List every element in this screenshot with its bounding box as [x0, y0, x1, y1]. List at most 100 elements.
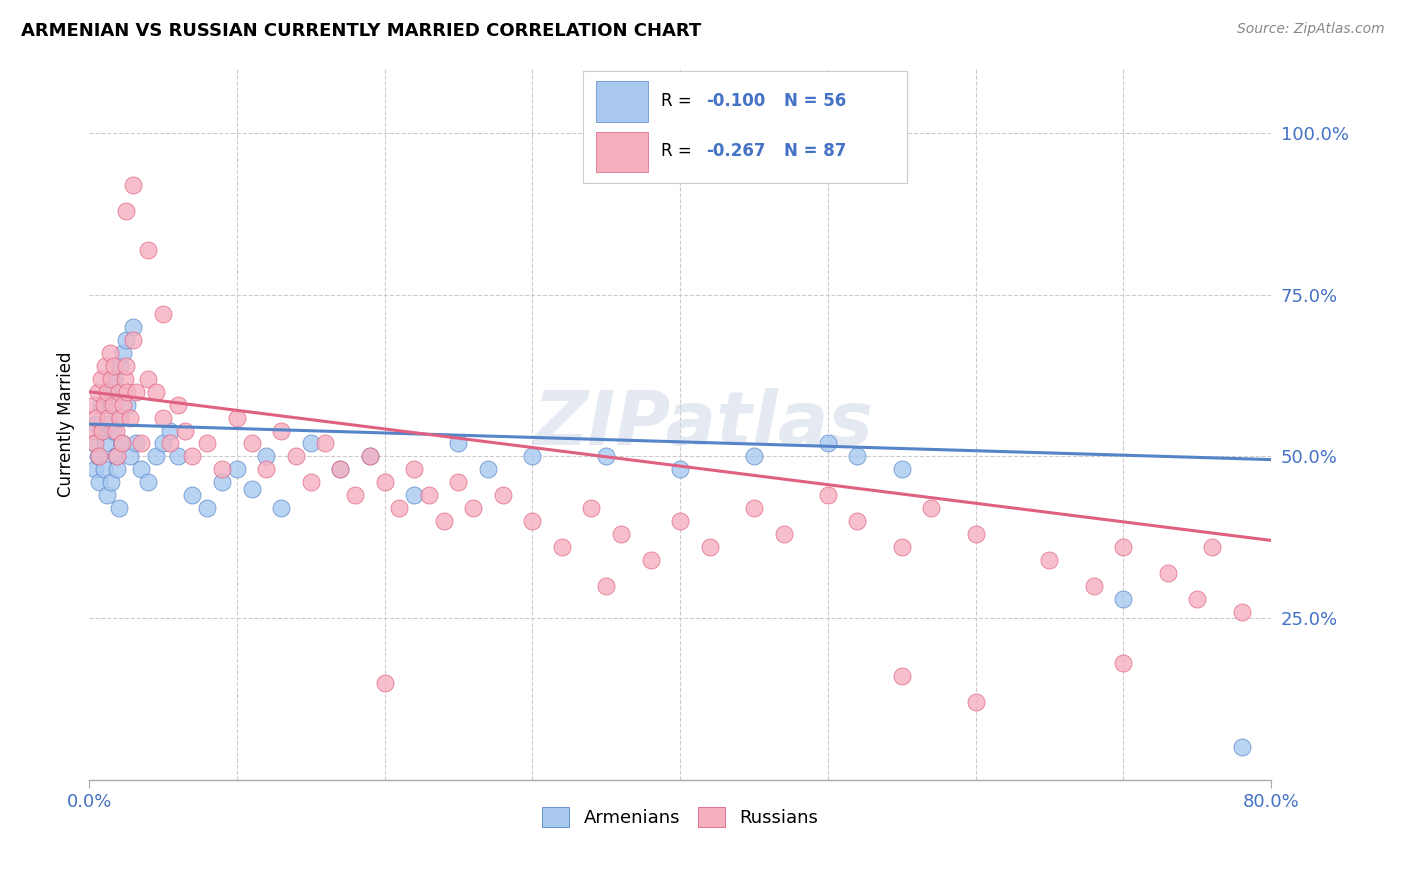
Russians	[329, 462, 352, 476]
Armenians	[522, 450, 544, 464]
Russians	[174, 424, 197, 438]
Russians	[551, 540, 574, 554]
Russians	[374, 675, 396, 690]
Russians	[254, 462, 277, 476]
Armenians	[447, 436, 470, 450]
Bar	[596, 81, 648, 121]
Armenians	[1230, 740, 1253, 755]
Russians	[299, 475, 322, 490]
Text: R =: R =	[661, 142, 697, 160]
Russians	[270, 424, 292, 438]
Text: -0.267: -0.267	[706, 142, 766, 160]
Armenians	[477, 462, 499, 476]
Text: Source: ZipAtlas.com: Source: ZipAtlas.com	[1237, 22, 1385, 37]
Armenians	[404, 488, 426, 502]
Armenians	[195, 501, 218, 516]
Armenians	[240, 482, 263, 496]
Russians	[122, 333, 145, 347]
Russians	[433, 514, 456, 528]
Armenians	[129, 462, 152, 476]
Armenians	[136, 475, 159, 490]
Russians	[640, 553, 662, 567]
Russians	[492, 488, 515, 502]
Russians	[610, 527, 633, 541]
Text: ZIPatlas: ZIPatlas	[534, 387, 873, 460]
Russians	[463, 501, 485, 516]
Russians	[225, 410, 247, 425]
Russians	[108, 410, 131, 425]
Russians	[1156, 566, 1178, 580]
Russians	[314, 436, 336, 450]
Russians	[965, 695, 987, 709]
Russians	[1083, 579, 1105, 593]
Armenians	[117, 398, 139, 412]
Armenians	[669, 462, 692, 476]
Russians	[772, 527, 794, 541]
Russians	[1038, 553, 1060, 567]
Text: R =: R =	[661, 92, 697, 110]
Armenians	[83, 436, 105, 450]
Russians	[669, 514, 692, 528]
Russians	[129, 436, 152, 450]
Armenians	[107, 501, 129, 516]
Russians	[581, 501, 603, 516]
Russians	[1230, 605, 1253, 619]
Armenians	[84, 462, 107, 476]
Armenians	[115, 333, 138, 347]
Russians	[115, 203, 138, 218]
Russians	[344, 488, 367, 502]
Armenians	[742, 450, 765, 464]
Russians	[890, 669, 912, 683]
Armenians	[89, 475, 111, 490]
Russians	[84, 436, 107, 450]
Russians	[87, 384, 110, 399]
Russians	[104, 424, 127, 438]
Armenians	[254, 450, 277, 464]
Russians	[890, 540, 912, 554]
Russians	[117, 384, 139, 399]
Armenians	[93, 462, 115, 476]
Russians	[103, 359, 125, 373]
Armenians	[98, 384, 121, 399]
Armenians	[329, 462, 352, 476]
Russians	[110, 436, 132, 450]
Text: N = 87: N = 87	[785, 142, 846, 160]
Russians	[1187, 591, 1209, 606]
Russians	[374, 475, 396, 490]
Armenians	[211, 475, 233, 490]
Russians	[100, 372, 122, 386]
Armenians	[97, 417, 120, 431]
Russians	[195, 436, 218, 450]
Bar	[596, 132, 648, 171]
Russians	[112, 398, 135, 412]
Russians	[240, 436, 263, 450]
Russians	[595, 579, 617, 593]
Armenians	[817, 436, 839, 450]
Armenians	[125, 436, 148, 450]
Armenians	[890, 462, 912, 476]
Russians	[101, 398, 124, 412]
Russians	[122, 178, 145, 192]
Russians	[159, 436, 181, 450]
Text: -0.100: -0.100	[706, 92, 766, 110]
Armenians	[101, 424, 124, 438]
Armenians	[225, 462, 247, 476]
Y-axis label: Currently Married: Currently Married	[58, 351, 75, 497]
Armenians	[359, 450, 381, 464]
Russians	[742, 501, 765, 516]
Russians	[93, 398, 115, 412]
Russians	[1201, 540, 1223, 554]
Russians	[80, 424, 103, 438]
Russians	[388, 501, 411, 516]
Russians	[97, 410, 120, 425]
Russians	[91, 424, 114, 438]
Russians	[136, 372, 159, 386]
Russians	[125, 384, 148, 399]
Armenians	[86, 417, 108, 431]
Armenians	[122, 320, 145, 334]
Armenians	[270, 501, 292, 516]
Armenians	[103, 372, 125, 386]
Russians	[920, 501, 942, 516]
Russians	[152, 410, 174, 425]
Armenians	[120, 450, 142, 464]
